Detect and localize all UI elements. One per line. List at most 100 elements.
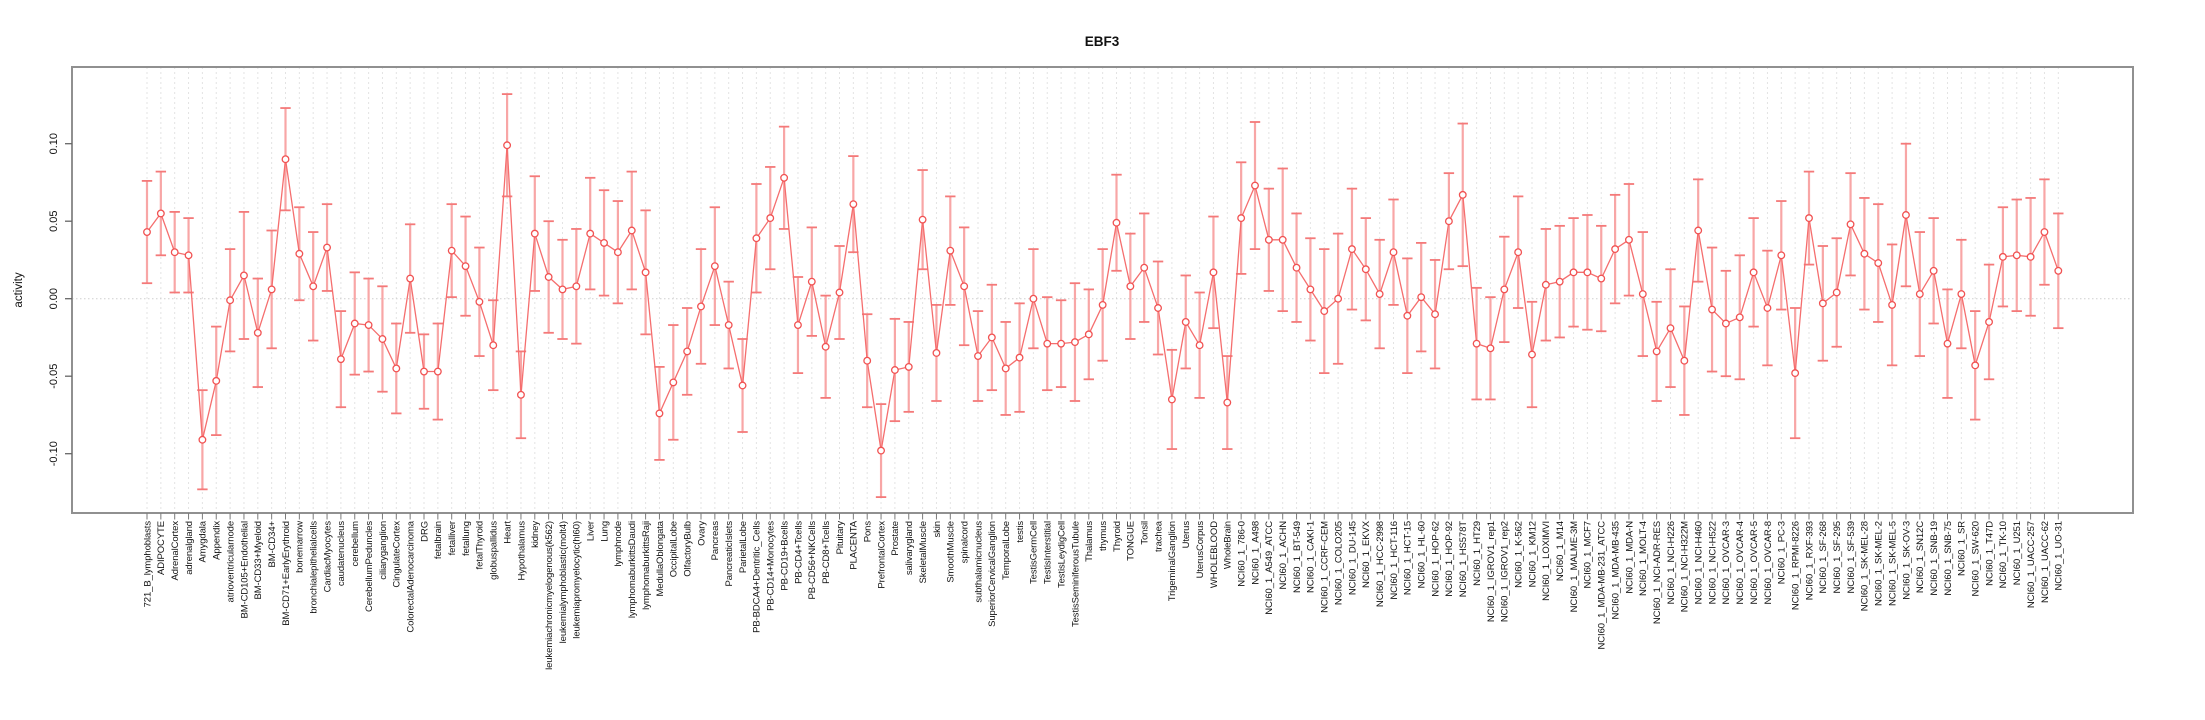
data-point xyxy=(1694,226,1703,235)
data-point xyxy=(780,173,789,182)
data-point xyxy=(1195,341,1204,350)
x-tick-label: leukemiapromyelocytic(hl60) xyxy=(572,521,583,639)
data-point xyxy=(1098,300,1107,309)
x-tick-label: NCI60_1_RPMI-8226 xyxy=(1791,521,1802,610)
x-tick-label: NCI60_1_A498 xyxy=(1250,521,1261,585)
y-tick-label: 0.00 xyxy=(48,288,60,309)
x-tick-label: NCI60_1_IGROV1_rep1 xyxy=(1486,521,1497,622)
x-tick-label: Appendix xyxy=(212,521,223,560)
data-point xyxy=(1569,268,1578,277)
data-point xyxy=(1624,235,1633,244)
x-tick-label: BM-CD105+Endothelial xyxy=(239,521,250,619)
data-point xyxy=(1721,319,1730,328)
data-point xyxy=(281,155,290,164)
data-point xyxy=(697,302,705,311)
data-point xyxy=(184,251,193,260)
x-tick-label: PB-CD14+Monocytes xyxy=(766,521,777,611)
data-point xyxy=(212,376,221,385)
x-tick-label: lymphnode xyxy=(613,521,624,567)
x-tick-label: NCI60_1_NCI-H322M xyxy=(1680,521,1691,612)
data-point xyxy=(143,228,151,236)
data-point xyxy=(1084,330,1093,339)
data-point xyxy=(1541,280,1550,289)
x-tick-label: TestisLeydigCell xyxy=(1056,521,1067,588)
data-point xyxy=(1555,277,1564,286)
data-point xyxy=(627,226,636,235)
chart-title: EBF3 xyxy=(1085,34,1120,49)
x-tick-label: NCI60_1_NCI-H226 xyxy=(1666,521,1677,604)
data-point xyxy=(683,347,692,356)
x-tick-label: NCI60_1_DU-145 xyxy=(1347,521,1358,595)
x-tick-label: NCI60_1_OVCAR-8 xyxy=(1763,521,1774,605)
x-tick-label: OccipitalLobe xyxy=(669,521,680,577)
x-tick-label: lymphomaburkittsRaji xyxy=(641,521,652,610)
y-tick-label: 0.10 xyxy=(48,133,60,154)
x-tick-label: SuperiorCervicalGanglion xyxy=(987,521,998,627)
x-tick-label: NCI60_1_HOP-62 xyxy=(1430,521,1441,597)
grid-layer xyxy=(72,67,2133,513)
x-tick-label: NCI60_1_MDA-N xyxy=(1624,521,1635,594)
x-tick-label: ciliaryganglion xyxy=(378,521,389,580)
x-tick-label: NCI60_1_BT-549 xyxy=(1292,521,1303,593)
data-point xyxy=(323,243,331,252)
data-point xyxy=(1278,235,1287,244)
data-point xyxy=(1901,211,1910,219)
x-tick-label: NCI60_1_A549_ATCC xyxy=(1264,521,1275,615)
x-tick-label: salivarygland xyxy=(904,521,915,575)
x-tick-label: leukemiachronicmyelogenous(k562) xyxy=(544,521,555,670)
x-tick-label: NCI60_1_HCT-15 xyxy=(1403,521,1414,595)
data-point xyxy=(890,366,899,374)
x-tick-label: BM-CD33+Myeloid xyxy=(253,521,264,600)
data-point xyxy=(669,378,678,387)
data-point xyxy=(1638,290,1647,298)
x-tick-label: PB-CD8+Tcells xyxy=(821,521,832,584)
data-point xyxy=(1112,218,1121,227)
data-point xyxy=(794,321,802,329)
x-tick-label: NCI60_1_SN12C xyxy=(1915,521,1926,593)
x-tick-label: SmoothMuscle xyxy=(946,521,957,583)
x-tick-label: TONGUE xyxy=(1126,521,1137,561)
data-point xyxy=(1971,361,1980,370)
x-tick-label: NCI60_1_UO-31 xyxy=(2054,521,2065,590)
data-point xyxy=(1791,369,1800,378)
x-tick-label: NCI60_1_OVCAR-4 xyxy=(1735,521,1746,605)
data-point xyxy=(1403,311,1412,320)
x-tick-label: PLACENTA xyxy=(849,520,860,569)
x-tick-label: NCI60_1_HCC-2998 xyxy=(1375,521,1386,607)
x-tick-label: NCI60_1_CCRF-CEM xyxy=(1320,521,1331,613)
x-tick-label: NCI60_1_HL-60 xyxy=(1417,521,1428,588)
data-point xyxy=(752,234,761,243)
x-tick-label: PB-BDCA4+Dentritic_Cells xyxy=(752,521,763,633)
data-point xyxy=(295,249,304,258)
data-point xyxy=(544,273,553,281)
x-tick-label: NCI60_1_NCI-H460 xyxy=(1694,521,1705,604)
data-point xyxy=(877,446,885,455)
x-tick-label: NCI60_1_HS578T xyxy=(1458,521,1469,598)
data-point xyxy=(655,409,664,418)
data-point xyxy=(1320,307,1329,316)
data-point xyxy=(1514,248,1523,257)
data-point xyxy=(1763,304,1772,312)
x-tick-label: Hypothalamus xyxy=(516,521,527,581)
data-point xyxy=(1805,214,1813,223)
x-tick-label: NCI60_1_UACC-257 xyxy=(2026,521,2037,608)
data-point xyxy=(447,246,456,255)
data-point xyxy=(1264,235,1273,244)
x-tick-label: atrioventricularnode xyxy=(225,521,236,602)
data-point xyxy=(558,285,567,294)
x-tick-label: NCI60_1_KM12 xyxy=(1527,521,1538,587)
x-tick-label: NCI60_1_ACHN xyxy=(1278,521,1289,590)
data-point xyxy=(1015,353,1024,362)
x-tick-label: NCI60_1_786-0 xyxy=(1237,521,1248,587)
data-points-layer xyxy=(143,141,2063,455)
data-point xyxy=(2012,251,2021,260)
x-tick-label: NCI60_1_HT29 xyxy=(1472,521,1483,586)
data-point xyxy=(904,362,913,371)
x-tick-label: globuspallidus xyxy=(489,521,500,580)
x-tick-label: NCI60_1_CAKI-1 xyxy=(1306,521,1317,593)
data-point xyxy=(1444,217,1453,226)
data-point xyxy=(1389,248,1398,257)
data-point xyxy=(267,285,276,294)
data-point xyxy=(600,238,608,247)
